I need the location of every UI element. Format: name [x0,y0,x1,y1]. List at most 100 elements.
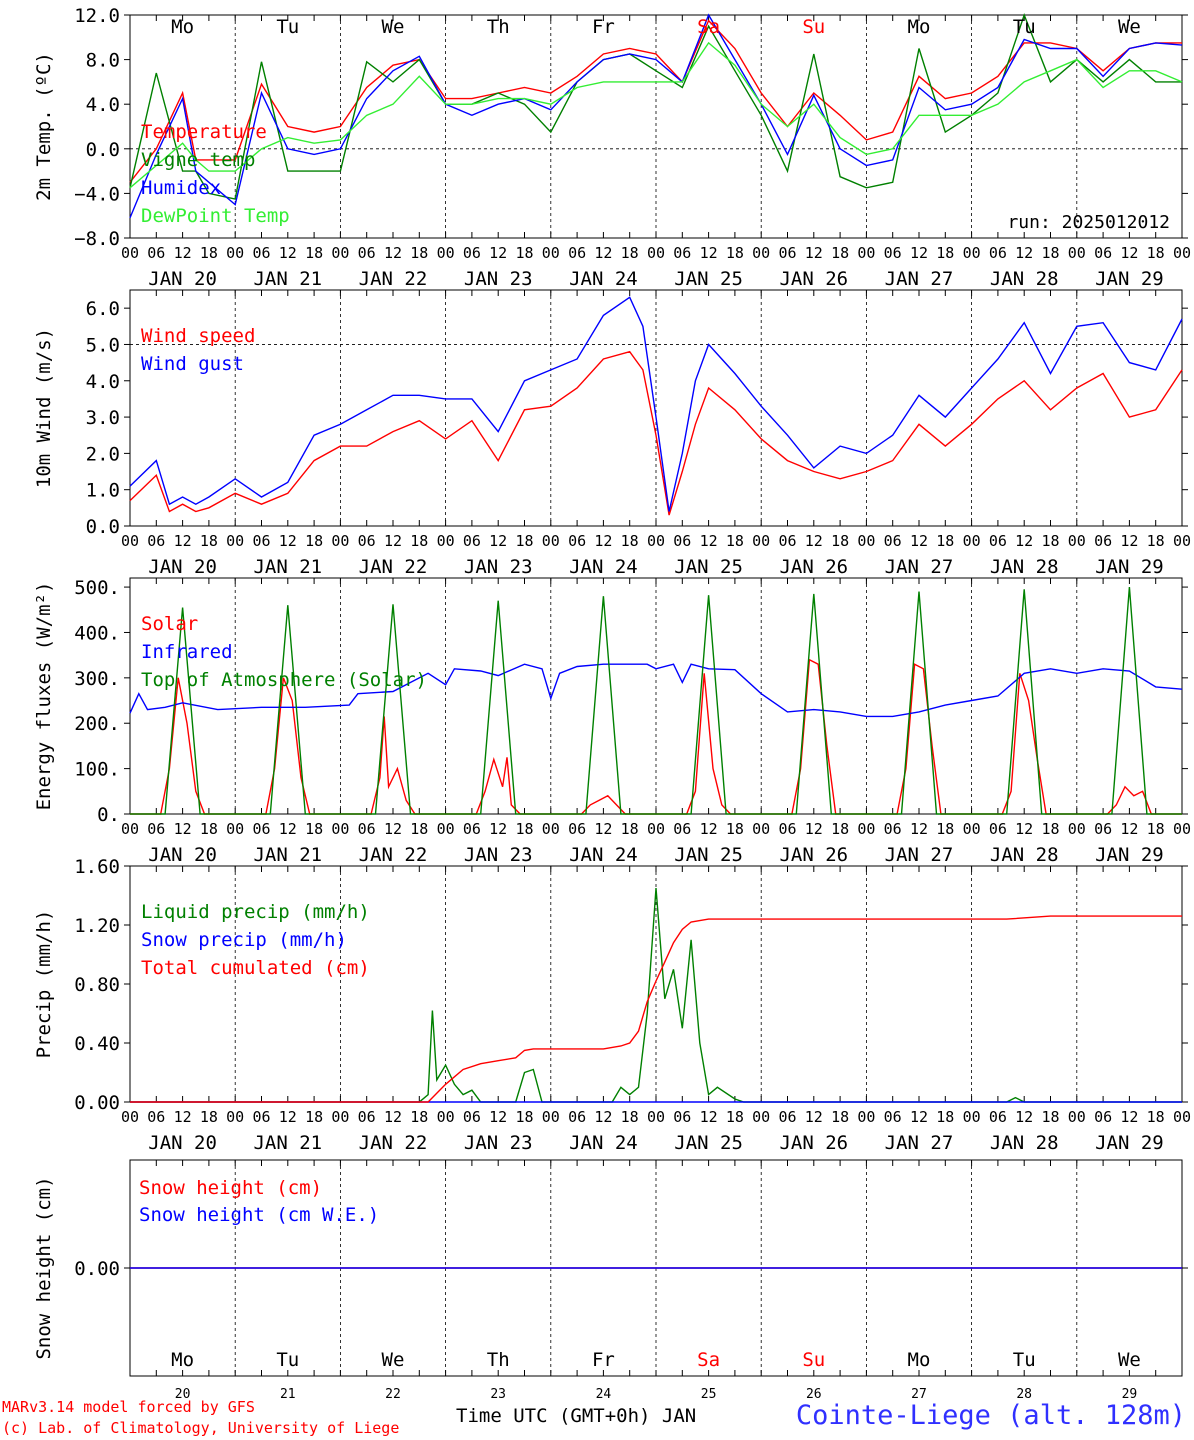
y-axis-label: Precip (mm/h) [33,910,55,1059]
y-tick-label: 0.00 [74,1258,120,1280]
hour-tick-label: 00 [437,820,455,838]
hour-tick-label: 06 [1094,1108,1112,1126]
hour-tick-label: 00 [752,1108,770,1126]
hour-tick-label: 12 [594,244,612,262]
panel-5: 0.00 Snow height (cm) Snow height (cm) Snow… [33,1159,1188,1402]
hour-tick-label: 12 [594,820,612,838]
hour-tick-label: 18 [515,532,533,550]
day-number-label: 22 [385,1387,401,1402]
hour-tick-label: 00 [647,820,665,838]
date-label: JAN 29 [1095,844,1164,866]
hour-tick-label: 12 [489,1108,507,1126]
day-number-label: 24 [596,1387,612,1402]
hour-tick-label: 12 [489,244,507,262]
legend-entry: Infrared [141,641,233,663]
hour-tick-label: 18 [1147,820,1165,838]
hour-tick-label: 12 [1015,532,1033,550]
day-number-label: 26 [806,1387,822,1402]
hour-tick-label: 12 [1120,532,1138,550]
hour-tick-label: 12 [700,1108,718,1126]
date-label: JAN 24 [569,844,638,866]
y-tick-label: 0.0 [86,139,120,161]
day-of-week-label: Tu [1013,1349,1036,1371]
hour-tick-label: 12 [700,244,718,262]
date-label: JAN 23 [464,268,533,290]
hour-tick-label: 18 [1041,532,1059,550]
day-number-label: 23 [490,1387,506,1402]
hour-tick-label: 00 [331,820,349,838]
hour-tick-label: 06 [463,1108,481,1126]
date-label: JAN 21 [253,268,322,290]
legend-entry: DewPoint Temp [141,205,290,227]
date-label: JAN 29 [1095,268,1164,290]
hour-tick-label: 12 [1015,1108,1033,1126]
hour-tick-label: 06 [884,244,902,262]
hour-tick-label: 00 [121,244,139,262]
date-label: JAN 29 [1095,1132,1164,1154]
y-axis-label: Snow height (cm) [33,1176,55,1359]
hour-tick-label: 06 [147,1108,165,1126]
hour-tick-label: 00 [226,820,244,838]
hour-tick-label: 18 [831,1108,849,1126]
hour-tick-label: 18 [410,532,428,550]
hour-tick-label: 00 [1173,1108,1191,1126]
hour-tick-label: 12 [594,532,612,550]
legend-entry: Snow height (cm) [139,1177,322,1199]
hour-tick-label: 06 [252,1108,270,1126]
date-label: JAN 25 [674,268,743,290]
day-number-label: 29 [1122,1387,1138,1402]
hour-tick-label: 00 [542,1108,560,1126]
hour-tick-label: 00 [857,1108,875,1126]
legend-entry: Wind speed [141,325,255,347]
date-label: JAN 22 [359,268,428,290]
y-tick-label: −8.0 [74,228,120,250]
hour-tick-label: 06 [147,532,165,550]
day-number-label: 27 [911,1387,927,1402]
hour-tick-label: 06 [884,1108,902,1126]
hour-tick-label: 12 [174,244,192,262]
date-label: JAN 28 [990,268,1059,290]
hour-tick-label: 00 [857,820,875,838]
hour-tick-label: 12 [279,532,297,550]
hour-tick-label: 18 [200,1108,218,1126]
hour-tick-label: 12 [384,1108,402,1126]
y-tick-label: 6.0 [86,298,120,320]
hour-tick-label: 18 [621,244,639,262]
day-of-week-label: We [382,1349,405,1371]
hour-tick-label: 18 [936,244,954,262]
hour-tick-label: 12 [279,1108,297,1126]
hour-tick-label: 18 [621,820,639,838]
date-label: JAN 22 [359,844,428,866]
y-tick-label: 100. [74,759,120,781]
hour-tick-label: 06 [673,1108,691,1126]
hour-tick-label: 00 [857,532,875,550]
date-label: JAN 27 [885,1132,954,1154]
y-tick-label: 400. [74,622,120,644]
hour-tick-label: 12 [1120,820,1138,838]
hour-tick-label: 12 [910,820,928,838]
hour-tick-label: 00 [647,244,665,262]
hour-tick-label: 18 [1147,244,1165,262]
model-credit: MARv3.14 model forced by GFS [2,1398,255,1416]
hour-tick-label: 18 [1041,1108,1059,1126]
hour-tick-label: 18 [515,1108,533,1126]
hour-tick-label: 06 [358,820,376,838]
panel-2: 0.0 1.0 2.0 3.0 4.0 5.0 6.0 10m Wind (m/s) Wind … [33,289,1191,578]
hour-tick-label: 12 [700,532,718,550]
series-line-2-1 [129,350,1183,516]
hour-tick-label: 00 [542,244,560,262]
hour-tick-label: 06 [463,244,481,262]
day-number-label: 20 [175,1387,191,1402]
day-of-week-label: Sa [697,1349,720,1371]
hour-tick-label: 06 [568,1108,586,1126]
day-number-label: 25 [701,1387,717,1402]
hour-tick-label: 06 [673,820,691,838]
hour-tick-label: 06 [1094,532,1112,550]
hour-tick-label: 12 [384,820,402,838]
hour-tick-label: 00 [647,1108,665,1126]
date-label: JAN 24 [569,268,638,290]
y-tick-label: 4.0 [86,371,120,393]
y-tick-label: 1.0 [86,480,120,502]
date-label: JAN 25 [674,1132,743,1154]
hour-tick-label: 00 [1173,820,1191,838]
